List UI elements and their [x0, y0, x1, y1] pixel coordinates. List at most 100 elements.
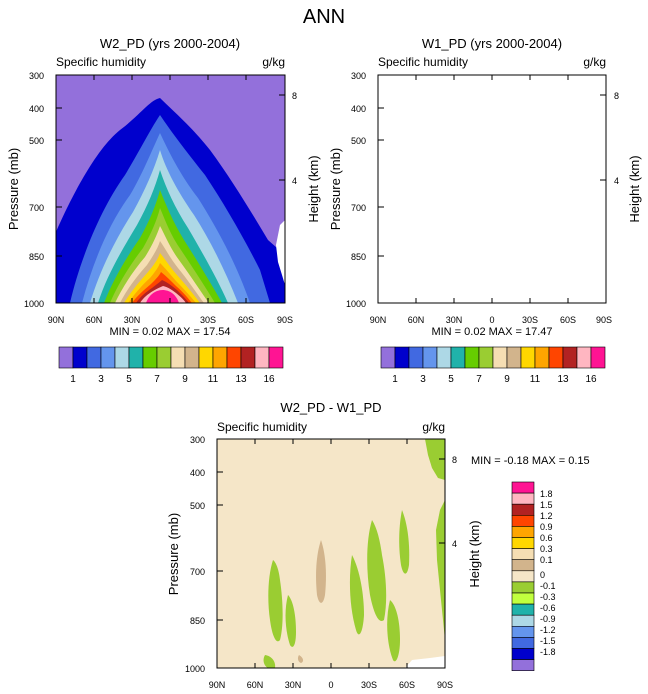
colorbar-label: 0 — [540, 570, 545, 580]
contour-field — [56, 75, 285, 303]
x-tick-label: 60N — [247, 680, 264, 690]
colorbar-swatch — [450, 346, 466, 369]
contour-band — [454, 272, 514, 303]
x-tick-label: 0 — [167, 315, 172, 325]
colorbar-label: 5 — [126, 374, 132, 385]
colorbar-label: -0.1 — [540, 581, 556, 591]
units-label: g/kg — [262, 55, 285, 69]
colorbar-label: 7 — [476, 374, 482, 385]
variable-label: Specific humidity — [378, 55, 468, 69]
colorbar-swatch — [408, 346, 424, 369]
min-max-stats: MIN = 0.02 MAX = 17.47 — [431, 326, 552, 338]
contour-band — [399, 510, 410, 574]
contour-band — [268, 560, 283, 642]
x-tick-label: 30S — [361, 680, 377, 690]
colorbar-swatch — [511, 492, 535, 505]
y2-axis-label: Height (km) — [467, 520, 482, 587]
colorbar-swatch — [511, 537, 535, 549]
colorbar-label: 9 — [504, 374, 510, 385]
units-label: g/kg — [583, 55, 606, 69]
x-tick-label: 60S — [560, 315, 576, 325]
colorbar-swatch — [511, 625, 535, 638]
y-tick-label: 850 — [190, 616, 205, 626]
variable-label: Specific humidity — [217, 420, 307, 434]
colorbar-label: -1.5 — [540, 636, 556, 646]
contour-band — [468, 290, 501, 303]
missing-data-region — [276, 220, 285, 303]
colorbar-swatch — [184, 346, 200, 369]
x-ticks — [216, 439, 446, 668]
contour-field — [378, 75, 607, 303]
y-tick-label: 300 — [351, 71, 366, 81]
colorbar-swatch — [576, 346, 592, 369]
colorbar-swatch — [511, 514, 535, 527]
colorbar-swatch — [590, 346, 606, 369]
y2-tick-label: 8 — [614, 91, 619, 101]
colorbar-label: -0.6 — [540, 603, 556, 613]
contour-band — [387, 600, 400, 662]
y-axis-label: Pressure (mb) — [328, 148, 343, 230]
units-label: g/kg — [422, 420, 445, 434]
colorbar-label: 0.6 — [540, 533, 553, 543]
x-tick-label: 0 — [489, 315, 494, 325]
y-tick-label: 300 — [190, 435, 205, 445]
contour-band — [297, 655, 304, 663]
x-tick-label: 60N — [408, 315, 425, 325]
contour-band — [437, 226, 531, 303]
colorbar-swatch — [511, 614, 535, 627]
colorbar-label: 1.8 — [540, 489, 553, 499]
x-ticks — [377, 75, 607, 303]
contour-band — [446, 253, 522, 303]
colorbar-swatch — [562, 346, 578, 369]
contour-band — [316, 540, 326, 603]
colorbar-swatch — [511, 526, 535, 538]
contour-band — [263, 655, 276, 668]
colorbar-swatch — [72, 346, 88, 369]
colorbar-swatch — [198, 346, 214, 369]
colorbar-swatch — [100, 346, 116, 369]
y-tick-label: 1000 — [24, 299, 44, 309]
colorbar-swatch — [511, 648, 535, 660]
y-tick-label: 700 — [351, 203, 366, 213]
contour-band-background — [378, 75, 607, 303]
x-tick-label: 90S — [596, 315, 612, 325]
colorbar-label: -1.8 — [540, 647, 556, 657]
colorbar-swatch — [511, 559, 535, 572]
x-tick-label: 30N — [124, 315, 141, 325]
missing-data-region — [405, 656, 445, 668]
colorbar-swatch — [478, 346, 494, 369]
x-tick-label: 30N — [285, 680, 302, 690]
colorbar-label: 3 — [98, 374, 104, 385]
y-tick-label: 300 — [29, 71, 44, 81]
contour-band — [378, 98, 607, 303]
contour-band — [432, 208, 537, 303]
colorbar — [380, 346, 606, 369]
colorbar-label: -0.9 — [540, 614, 556, 624]
min-max-stats: MIN = 0.02 MAX = 17.54 — [109, 326, 230, 338]
contour-band — [412, 150, 560, 303]
colorbar-swatch — [114, 346, 130, 369]
colorbar-swatch — [511, 481, 535, 494]
contour-band — [420, 170, 550, 303]
contour-band — [392, 115, 592, 303]
colorbar-swatch — [142, 346, 158, 369]
colorbar-label: 13 — [235, 374, 247, 385]
x-tick-label: 60S — [238, 315, 254, 325]
colorbar-label: 7 — [154, 374, 160, 385]
x-tick-label: 60S — [399, 680, 415, 690]
colorbar-swatch — [422, 346, 438, 369]
colorbar-label: 9 — [182, 374, 188, 385]
y2-tick-label: 8 — [292, 91, 297, 101]
colorbar-swatch — [268, 346, 284, 369]
colorbar-label: 16 — [263, 374, 275, 385]
y-axis-label: Pressure (mb) — [166, 513, 181, 595]
panel-title: W2_PD - W1_PD — [280, 400, 381, 415]
panel-title: W2_PD (yrs 2000-2004) — [100, 36, 240, 51]
min-max-stats: MIN = -0.18 MAX = 0.15 — [471, 455, 590, 467]
colorbar-label: 11 — [208, 374, 219, 385]
y-tick-label: 400 — [190, 468, 205, 478]
plot-frame — [377, 74, 607, 304]
colorbar-swatch — [548, 346, 564, 369]
colorbar-swatch — [511, 592, 535, 605]
